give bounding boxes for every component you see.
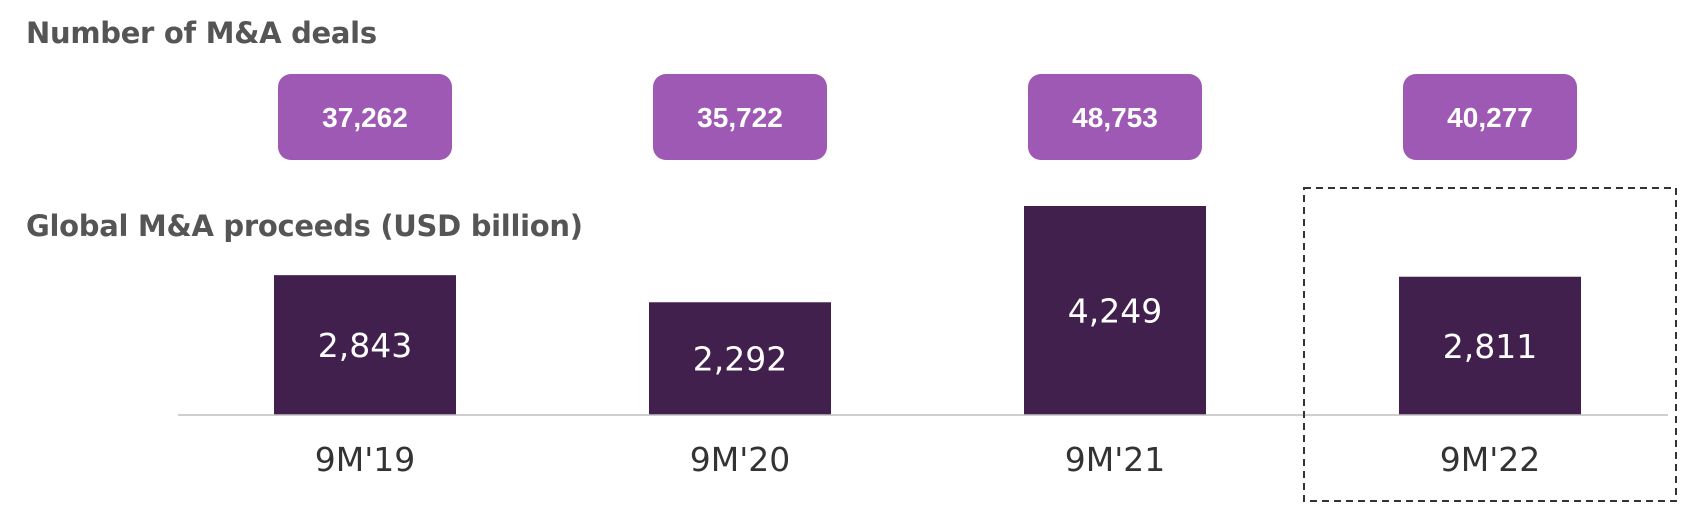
bar-9m19 (274, 275, 456, 415)
deals-section-title: Number of M&A deals (26, 16, 377, 50)
x-axis-label-9m21: 9M'21 (1065, 440, 1166, 479)
x-axis-labels: 9M'19 9M'20 9M'21 9M'22 (315, 440, 1541, 479)
bar-value-label: 4,249 (1068, 292, 1162, 331)
x-axis-label-9m20: 9M'20 (690, 440, 791, 479)
highlight-box (1303, 187, 1677, 502)
deal-count-badge-9m19 (278, 74, 452, 160)
deal-count-badge-9m22 (1403, 74, 1577, 160)
bar-value-label: 2,811 (1443, 327, 1537, 366)
bar-9m21 (1024, 206, 1206, 415)
bar-9m22 (1399, 276, 1581, 415)
proceeds-section-title: Global M&A proceeds (USD billion) (26, 209, 583, 243)
bar-9m20 (649, 302, 831, 415)
proceeds-bars: 2,843 2,292 4,249 2,811 (274, 206, 1581, 415)
bar-value-label: 2,843 (318, 326, 412, 365)
deal-count-badge-9m21 (1028, 74, 1202, 160)
deal-count-badges: 37,262 35,722 48,753 40,277 (278, 74, 1577, 160)
deal-count-label: 35,722 (697, 102, 783, 133)
x-axis-label-9m22: 9M'22 (1440, 440, 1541, 479)
deal-count-badge-9m20 (653, 74, 827, 160)
bar-value-label: 2,292 (693, 340, 787, 379)
deal-count-label: 48,753 (1072, 102, 1158, 133)
deal-count-label: 40,277 (1447, 102, 1533, 133)
x-axis-label-9m19: 9M'19 (315, 440, 416, 479)
deal-count-label: 37,262 (322, 102, 408, 133)
